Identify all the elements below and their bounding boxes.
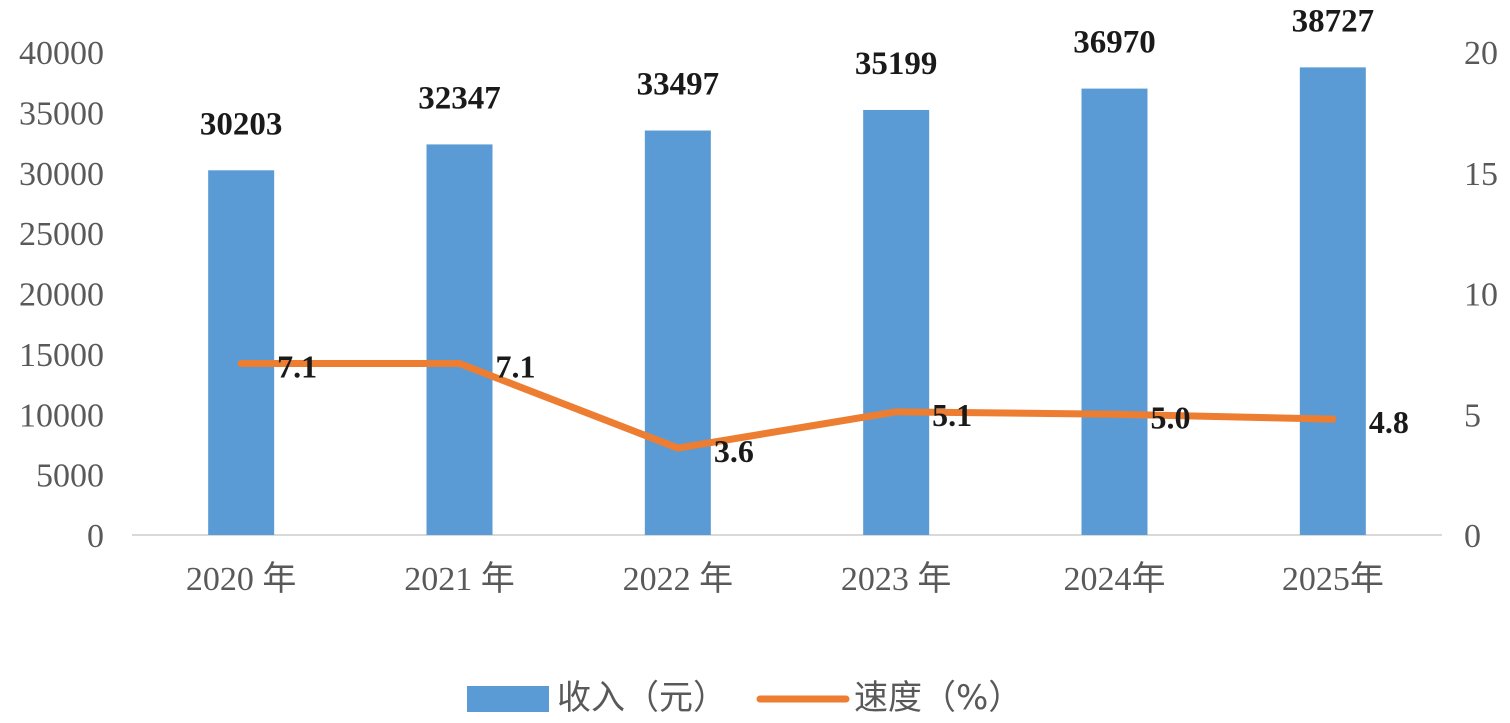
line-data-label: 7.1 bbox=[496, 349, 536, 385]
bar-data-label: 33497 bbox=[637, 67, 720, 103]
y-axis-tick-label: 0 bbox=[87, 518, 104, 555]
bar-data-label: 38727 bbox=[1292, 3, 1375, 39]
x-axis-tick-label: 2022 年 bbox=[623, 560, 734, 598]
data-labels-group: 30203 32347 33497 35199 36970 38727 7.1 7.1 3.6 5… bbox=[200, 3, 1409, 469]
x-axis-tick-label: 2024年 bbox=[1064, 560, 1166, 598]
bar bbox=[426, 144, 493, 535]
bar-data-label: 32347 bbox=[418, 80, 501, 116]
bar bbox=[863, 109, 930, 535]
y2-axis-tick-label: 15 bbox=[1464, 156, 1498, 193]
y-axis-tick-label: 25000 bbox=[19, 216, 104, 253]
y-axis-tick-label: 20000 bbox=[19, 277, 104, 314]
line-series bbox=[237, 360, 1337, 452]
axes-group: 0 5000 10000 15000 20000 25000 30000 35000 40000… bbox=[19, 35, 1498, 598]
line-data-label: 5.1 bbox=[932, 397, 972, 433]
bar bbox=[208, 170, 275, 536]
bars-group bbox=[208, 67, 1366, 536]
y2-axis-tick-label: 20 bbox=[1464, 35, 1498, 72]
x-axis-tick-label: 2025年 bbox=[1282, 560, 1384, 598]
legend-bar-label: 收入（元） bbox=[557, 678, 727, 718]
y-axis-tick-label: 40000 bbox=[19, 35, 104, 72]
y2-axis-tick-label: 0 bbox=[1464, 518, 1481, 555]
x-axis-tick-label: 2021 年 bbox=[404, 560, 515, 598]
line-data-label: 3.6 bbox=[714, 433, 754, 469]
bar bbox=[644, 130, 711, 535]
bar bbox=[1299, 67, 1366, 536]
legend-line-label: 速度（%） bbox=[854, 678, 1022, 718]
y-axis-tick-label: 30000 bbox=[19, 156, 104, 193]
legend-bar-swatch bbox=[467, 686, 549, 712]
bar-data-label: 35199 bbox=[855, 46, 938, 82]
y2-axis-tick-label: 5 bbox=[1464, 397, 1481, 434]
line-data-label: 5.0 bbox=[1151, 399, 1191, 435]
line-data-label: 4.8 bbox=[1369, 404, 1409, 440]
line-series-group bbox=[237, 360, 1337, 452]
legend: 收入（元） 速度（%） bbox=[467, 678, 1022, 718]
y-axis-tick-label: 10000 bbox=[19, 397, 104, 434]
y-axis-tick-label: 5000 bbox=[36, 458, 104, 495]
bar-data-label: 36970 bbox=[1073, 25, 1156, 61]
bar-data-label: 30203 bbox=[200, 106, 283, 142]
x-axis-tick-label: 2023 年 bbox=[841, 560, 952, 598]
line-data-label: 7.1 bbox=[277, 349, 317, 385]
y2-axis-tick-label: 10 bbox=[1464, 277, 1498, 314]
bar bbox=[1081, 88, 1148, 535]
x-axis-tick-label: 2020 年 bbox=[186, 560, 297, 598]
y-axis-tick-label: 15000 bbox=[19, 337, 104, 374]
y-axis-tick-label: 35000 bbox=[19, 95, 104, 132]
